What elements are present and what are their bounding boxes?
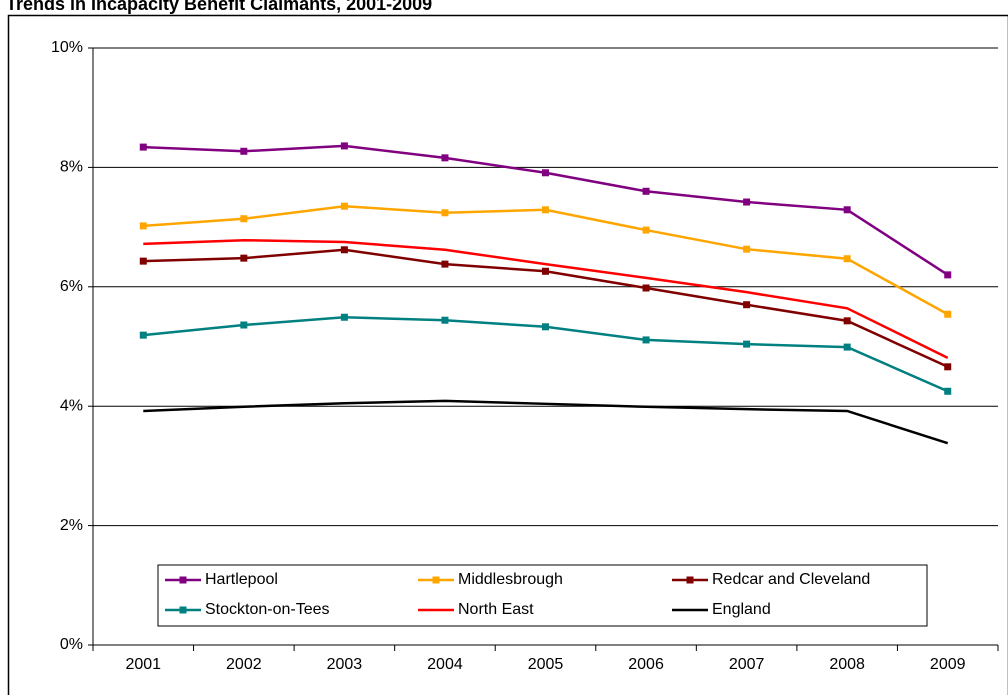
marker — [743, 198, 751, 206]
marker — [139, 143, 147, 151]
legend-label: Hartlepool — [205, 571, 278, 588]
marker — [139, 257, 147, 265]
series-line — [143, 238, 949, 359]
marker — [642, 284, 650, 292]
x-tick-label: 2003 — [327, 656, 363, 673]
legend-marker — [179, 606, 187, 614]
marker — [340, 313, 348, 321]
x-tick-label: 2009 — [930, 656, 966, 673]
legend-label: England — [712, 601, 771, 618]
marker — [240, 321, 248, 329]
chart-title: Trends in Incapacity Benefit Claimants, … — [6, 0, 432, 14]
marker — [743, 340, 751, 348]
legend-label: Middlesbrough — [458, 571, 563, 588]
marker — [944, 271, 952, 279]
y-tick-label: 10% — [51, 39, 83, 56]
marker — [340, 246, 348, 254]
legend-marker — [179, 576, 187, 584]
marker — [139, 222, 147, 230]
marker — [340, 142, 348, 150]
y-tick-label: 2% — [60, 517, 83, 534]
marker — [944, 387, 952, 395]
legend-marker — [686, 576, 694, 584]
x-tick-label: 2007 — [729, 656, 765, 673]
marker — [139, 331, 147, 339]
marker — [944, 363, 952, 371]
marker — [441, 260, 449, 268]
y-tick-label: 4% — [60, 397, 83, 414]
marker — [843, 343, 851, 351]
marker — [340, 202, 348, 210]
x-tick-label: 2008 — [829, 656, 865, 673]
marker — [642, 187, 650, 195]
x-tick-label: 2002 — [226, 656, 262, 673]
marker — [542, 169, 549, 177]
marker — [240, 215, 248, 223]
y-tick-label: 0% — [60, 636, 83, 653]
legend-label: North East — [458, 601, 534, 618]
marker — [542, 323, 549, 331]
y-tick-label: 8% — [60, 159, 83, 176]
marker — [441, 154, 449, 162]
marker — [743, 301, 751, 309]
marker — [542, 267, 549, 275]
marker — [843, 206, 851, 214]
marker — [542, 206, 549, 214]
legend-marker — [432, 576, 440, 584]
legend-box — [157, 564, 928, 627]
marker — [441, 209, 449, 217]
legend-label: Redcar and Cleveland — [712, 571, 870, 588]
marker — [642, 226, 650, 234]
marker — [240, 254, 248, 262]
marker — [843, 255, 851, 263]
x-tick-label: 2005 — [528, 656, 564, 673]
marker — [441, 316, 449, 324]
marker — [743, 245, 751, 253]
marker — [642, 336, 650, 344]
x-tick-label: 2001 — [125, 656, 161, 673]
x-tick-label: 2004 — [427, 656, 463, 673]
x-tick-label: 2006 — [628, 656, 664, 673]
y-tick-label: 6% — [60, 278, 83, 295]
marker — [843, 317, 851, 325]
series-line — [143, 399, 949, 445]
legend-label: Stockton-on-Tees — [205, 601, 330, 618]
marker — [240, 147, 248, 155]
marker — [944, 310, 952, 318]
